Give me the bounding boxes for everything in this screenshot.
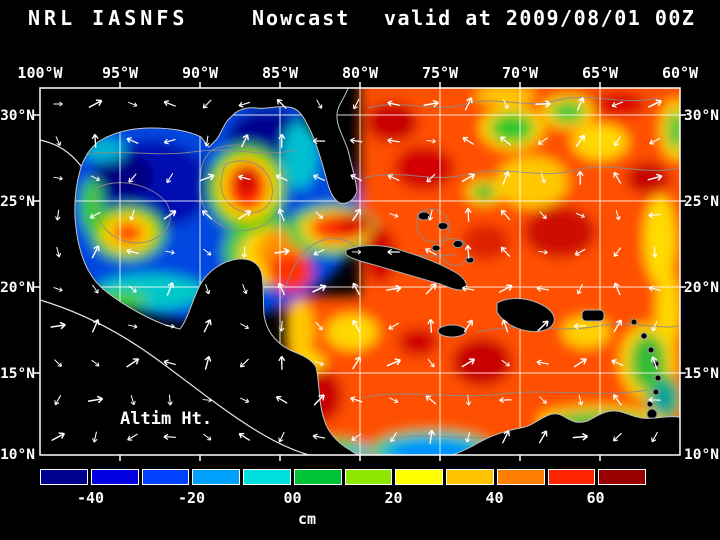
product-name: Nowcast <box>252 6 351 30</box>
colorbar-segment-6 <box>344 469 393 485</box>
field-label: Altim Ht. <box>120 409 212 429</box>
lon-label-60w: 60°W <box>662 64 699 82</box>
colorbar-segment-4 <box>243 469 291 485</box>
rio-grande-line <box>40 139 82 167</box>
colorbar-segment-0 <box>40 469 88 485</box>
island-puerto-rico <box>581 309 605 322</box>
colorbar-segment-3 <box>192 469 240 485</box>
lat-label-right-25n: 25°N <box>684 194 719 210</box>
colorbar-unit: cm <box>297 510 317 528</box>
lon-label-80w: 80°W <box>342 64 379 82</box>
lat-label-left-15n: 15°N <box>0 366 35 382</box>
lat-label-right-20n: 20°N <box>684 280 719 296</box>
colorbar-segment-8 <box>446 469 494 485</box>
colorbar-segment-5 <box>293 469 342 485</box>
island-hispaniola <box>496 298 555 333</box>
lon-label-85w: 85°W <box>262 64 299 82</box>
landmass-north-america <box>40 88 361 455</box>
colorbar-tick-neg40: -40 <box>76 489 105 507</box>
lon-label-65w: 65°W <box>582 64 619 82</box>
lat-label-right-15n: 15°N <box>684 366 719 382</box>
lon-label-70w: 70°W <box>502 64 539 82</box>
colorbar-segment-11 <box>598 469 646 485</box>
lon-label-100w: 100°W <box>17 64 63 82</box>
lat-label-right-30n: 30°N <box>684 108 719 124</box>
colorbar-tick-0: 00 <box>283 489 302 507</box>
island-jamaica <box>437 324 467 338</box>
colorbar-segment-7 <box>395 469 443 485</box>
colorbar-segment-9 <box>496 469 545 485</box>
valid-time: valid at 2009/08/01 00Z <box>384 6 696 30</box>
landmass-south-america <box>451 410 680 455</box>
colorbar-tick-40: 40 <box>485 489 504 507</box>
colorbar-segment-10 <box>547 469 596 485</box>
colorbar-tick-60: 60 <box>586 489 605 507</box>
lon-label-95w: 95°W <box>102 64 139 82</box>
lat-label-left-20n: 20°N <box>0 280 35 296</box>
model-name: NRL IASNFS <box>28 6 189 30</box>
colorbar-segment-2 <box>141 469 190 485</box>
colorbar-segment-1 <box>90 469 139 485</box>
pacific-coastline <box>40 299 311 455</box>
lesser-antilles-islands <box>630 318 662 420</box>
colorbar <box>40 469 646 485</box>
lon-label-75w: 75°W <box>422 64 459 82</box>
lat-label-left-30n: 30°N <box>0 108 35 124</box>
lat-label-right-10n: 10°N <box>684 447 719 463</box>
colorbar-tick-20: 20 <box>384 489 403 507</box>
lon-label-90w: 90°W <box>182 64 219 82</box>
frame-ticks <box>34 82 686 461</box>
colorbar-ticks: -40 -20 00 20 40 60 <box>40 489 646 507</box>
bahamas-islands <box>417 211 475 264</box>
lat-label-left-25n: 25°N <box>0 194 35 210</box>
lat-label-left-10n: 10°N <box>0 447 35 463</box>
colorbar-tick-neg20: -20 <box>177 489 206 507</box>
